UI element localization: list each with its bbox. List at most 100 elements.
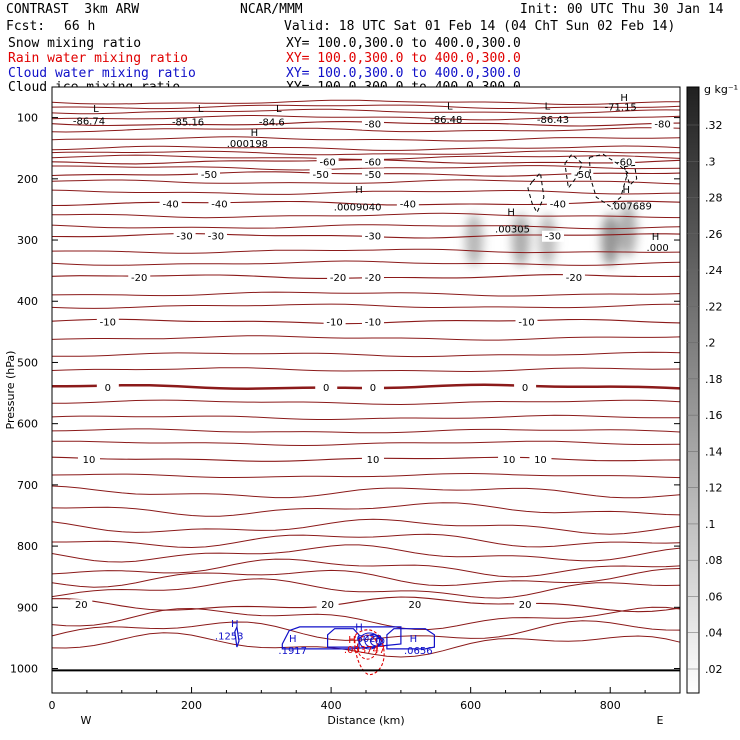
- temperature-contour-line: [51, 291, 681, 297]
- extremum-label: .00305: [495, 225, 530, 236]
- temperature-contour-label: -40: [550, 199, 566, 210]
- contour-label-bg: [316, 156, 339, 168]
- temperature-contour-line: [51, 189, 681, 195]
- contour-label-bg: [403, 599, 426, 611]
- colorbar-tick-label: .26: [705, 228, 723, 241]
- contour-label-bg: [515, 316, 538, 328]
- temperature-contour-label: -50: [312, 170, 328, 181]
- temperature-contour-label: -80: [365, 120, 381, 131]
- temperature-contour-line: [51, 606, 681, 631]
- extremum-label: H: [620, 93, 628, 104]
- extremum-label: -86.48: [430, 115, 462, 126]
- temperature-contour-line: [51, 485, 681, 499]
- contour-label-bg: [361, 230, 384, 242]
- colorbar-tick-label: .04: [705, 627, 723, 640]
- temperature-contour-line: [51, 428, 681, 434]
- temperature-contour-line: [51, 104, 681, 110]
- y-tick-label: 500: [17, 356, 38, 369]
- contour-label-bg: [361, 454, 384, 466]
- temperature-contour-label: 20: [75, 600, 88, 611]
- contour-label-bg: [361, 381, 384, 393]
- temperature-contour-line: [51, 150, 680, 156]
- colorbar-tick-label: .06: [705, 590, 723, 603]
- colorbar-tick-label: .08: [705, 554, 723, 567]
- temperature-contour-label: -80: [654, 120, 670, 131]
- extremum-label: H: [623, 185, 631, 196]
- contour-label-bg: [315, 381, 338, 393]
- extremum-label: H: [507, 208, 515, 219]
- temperature-contour-line: [51, 472, 681, 479]
- contour-label-bg: [204, 230, 227, 242]
- cloud-ice-contour: [564, 153, 583, 190]
- field-snow-name: Snow mixing ratio: [8, 36, 142, 51]
- contour-label-bg: [361, 118, 384, 130]
- cloud-ice-contour: [623, 164, 638, 186]
- extremum-label: .000: [647, 243, 669, 254]
- snow-cell: [465, 214, 484, 267]
- y-tick-label: 800: [17, 540, 38, 553]
- contour-label-bg: [361, 316, 384, 328]
- temperature-contour-line: [51, 502, 681, 517]
- temperature-contour-line: [51, 145, 681, 151]
- temperature-contour-line: [51, 303, 680, 309]
- colorbar: [686, 86, 700, 694]
- extremum-label: -86.43: [537, 115, 569, 126]
- temperature-contour-line: [52, 533, 681, 549]
- temperature-contour-label: -60: [616, 158, 632, 169]
- colorbar-tick-label: .24: [705, 264, 723, 277]
- cloud-extremum-label: .1917: [278, 646, 307, 657]
- extremum-label: -86.74: [73, 116, 105, 127]
- cloud-extremum-label: H: [410, 634, 418, 645]
- temperature-contour-label: 10: [534, 455, 547, 466]
- contour-label-bg: [96, 381, 119, 393]
- contour-label-bg: [208, 198, 231, 210]
- temperature-contour-label: 0: [370, 383, 376, 394]
- temperature-contour-label: -10: [326, 317, 342, 328]
- cloud-ice-contour: [527, 171, 545, 214]
- rain-contour: [356, 634, 378, 660]
- cloud-extremum-label: H: [289, 634, 297, 645]
- contour-label-bg: [546, 198, 569, 210]
- header-title: CONTRAST 3km ARW: [6, 2, 140, 17]
- colorbar-tick-label: .1: [705, 518, 716, 531]
- temperature-contour-label: -60: [319, 158, 335, 169]
- colorbar-tick-label: .12: [705, 482, 723, 495]
- header-fcst-label: Fcst:: [6, 19, 46, 34]
- temperature-contour-label: -50: [201, 170, 217, 181]
- cloud-water-contour: [369, 635, 383, 647]
- contour-label-bg: [529, 454, 552, 466]
- cloud-water-contour: [327, 628, 360, 648]
- header-valid: Valid: 18 UTC Sat 01 Feb 14 (04 ChT Sun …: [284, 19, 676, 34]
- x-axis-title: Distance (km): [327, 714, 404, 727]
- contour-label-bg: [198, 168, 220, 180]
- y-tick-label: 900: [17, 601, 38, 614]
- x-tick-label: 200: [181, 699, 202, 712]
- contour-label-bg: [498, 454, 521, 466]
- contour-label-bg: [316, 599, 339, 611]
- temperature-contour-line: [51, 440, 681, 447]
- temperature-contour-label: -40: [400, 199, 416, 210]
- contour-label-bg: [173, 230, 196, 242]
- snow-cell: [511, 214, 530, 267]
- temperature-contour-line: [51, 518, 681, 535]
- colorbar-tick-label: .32: [705, 119, 723, 132]
- temperature-contour-label: 0: [522, 383, 528, 394]
- temperature-contour-line: [51, 335, 681, 341]
- temperature-contour-line: [51, 399, 681, 406]
- colorbar-tick-label: .28: [705, 192, 723, 205]
- colorbar-tick-label: .16: [705, 409, 723, 422]
- cloud-extremum-label: 602R: [356, 634, 382, 645]
- temperature-contour-line: [51, 568, 681, 588]
- temperature-contour-line: [51, 179, 681, 185]
- contour-label-bg: [327, 271, 350, 283]
- x-end-label-east: E: [657, 714, 664, 727]
- temperature-contour-line: [51, 260, 681, 266]
- rain-extremum-label: .003747: [344, 645, 385, 656]
- cloud-water-contour: [358, 632, 380, 650]
- cloud-water-contour: [281, 626, 402, 650]
- temperature-contour-label: 10: [83, 455, 96, 466]
- temperature-contour-line: [51, 108, 681, 115]
- field-cloud-water-xy: XY= 100.0,300.0 to 400.0,300.0: [286, 66, 521, 81]
- colorbar-tick-label: .22: [705, 300, 723, 313]
